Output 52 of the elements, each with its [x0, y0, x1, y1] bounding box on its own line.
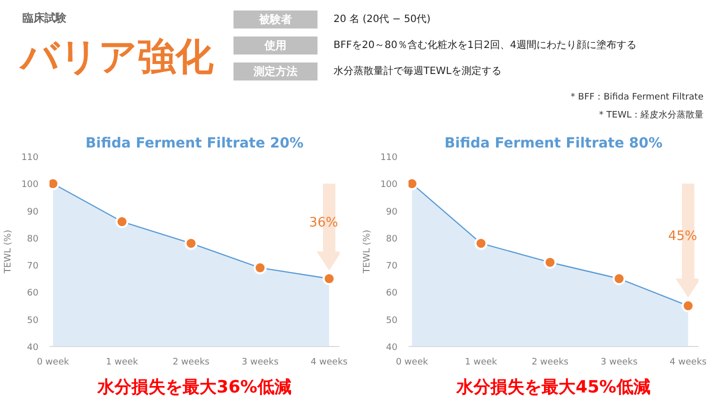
y-tick-label: 70	[27, 262, 39, 272]
chart-title: Bifida Ferment Filtrate 20%	[86, 136, 304, 152]
chart-title: Bifida Ferment Filtrate 80%	[444, 136, 662, 152]
point	[612, 272, 626, 286]
annotation: 45%	[668, 229, 698, 244]
y-tick-label: 80	[27, 234, 39, 244]
y-tick-label: 60	[27, 288, 39, 299]
y-tick-label: 40	[27, 343, 39, 353]
x-tick-label: 2 weeks	[532, 358, 569, 368]
y-tick-label: 50	[27, 316, 39, 326]
x-tick-label: 3 weeks	[242, 358, 279, 368]
point	[254, 261, 267, 274]
y-tick-label: 80	[386, 234, 398, 244]
text: * TEWL：経皮水分蒸散量	[599, 110, 704, 120]
text: 20 名 (20代 − 50代)	[334, 13, 431, 25]
text: 臨床試験	[22, 12, 68, 24]
y-tick-label: 110	[380, 153, 398, 163]
text: 水分蒸散量計で毎週TEWLを測定する	[334, 65, 502, 77]
y-tick-label: 110	[21, 153, 39, 163]
text: 使用	[264, 39, 286, 52]
point	[544, 256, 557, 269]
y-tick-label: 100	[380, 180, 398, 190]
y-axis-title: TEWL (%)	[3, 230, 14, 274]
x-tick-label: 2 weeks	[172, 358, 210, 368]
y-axis-title: TEWL (%)	[362, 230, 372, 274]
text: 水分損失を最大45%低減	[456, 378, 650, 398]
x-tick-label: 0 week	[396, 358, 429, 368]
text: * BFF：Bifida Ferment Filtrate	[570, 92, 704, 102]
x-tick-label: 4 weeks	[670, 358, 707, 368]
y-tick-label: 90	[386, 207, 398, 218]
text: 測定方法	[252, 65, 298, 78]
x-tick-label: 4 weeks	[310, 358, 348, 368]
point	[474, 236, 488, 250]
point	[116, 215, 128, 228]
x-tick-label: 0 week	[36, 358, 70, 368]
x-tick-label: 3 weeks	[600, 358, 638, 368]
text: バリア強化	[18, 34, 214, 78]
y-tick-label: 70	[386, 262, 398, 272]
x-tick-label: 1 week	[464, 358, 498, 368]
point	[322, 272, 336, 286]
x-tick-label: 1 week	[106, 358, 139, 368]
text: 被験者	[258, 13, 292, 26]
point	[682, 299, 695, 312]
y-tick-label: 60	[386, 288, 398, 299]
y-tick-label: 50	[386, 316, 398, 326]
y-tick-label: 100	[21, 180, 39, 190]
annotation: 36%	[309, 216, 338, 230]
text: BFFを20～80％含む化粧水を1日2回、4週間にわたり顔に塗布する	[334, 39, 636, 51]
y-tick-label: 40	[386, 343, 398, 353]
y-tick-label: 90	[27, 207, 39, 218]
text: 水分損失を最大36%低減	[96, 378, 292, 398]
point	[184, 236, 198, 250]
